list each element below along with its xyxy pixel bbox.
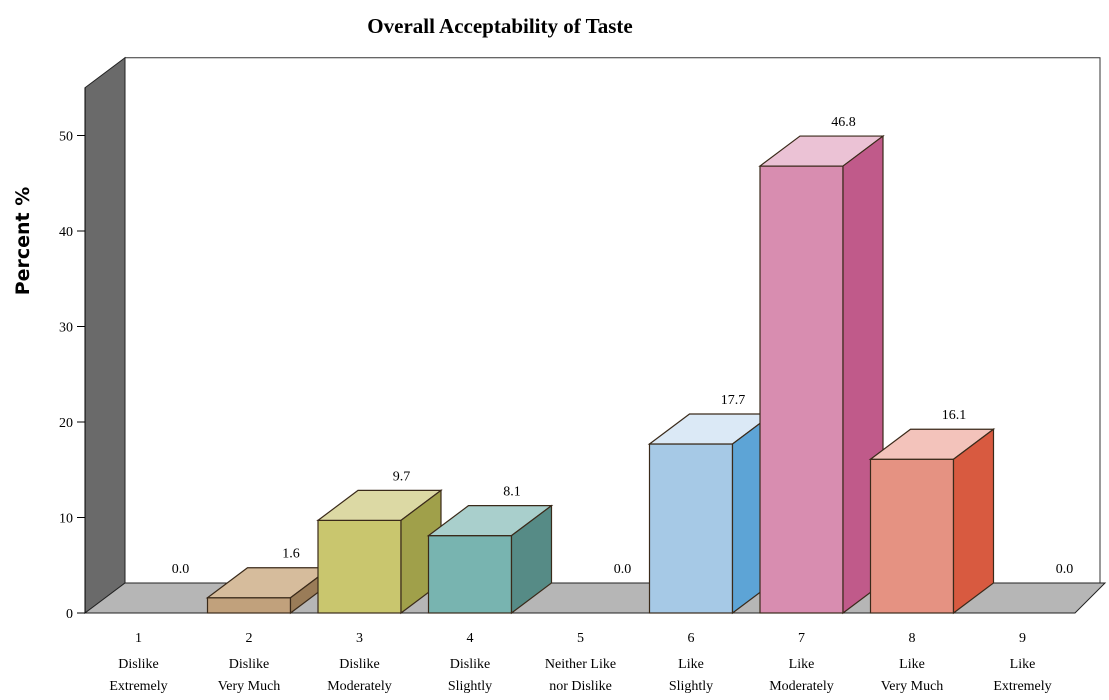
y-tick-label: 10 <box>59 512 73 527</box>
x-tick-label-line2: Slightly <box>448 679 492 694</box>
left-wall <box>84 56 126 614</box>
x-tick-label-line1: Dislike <box>450 657 490 672</box>
x-tick-label-line2: Moderately <box>769 679 834 694</box>
x-tick-number: 5 <box>577 631 584 646</box>
bar <box>648 443 734 614</box>
data-label: 17.7 <box>721 393 746 408</box>
y-tick-label: 50 <box>59 130 73 145</box>
bar <box>759 165 844 614</box>
bar <box>317 519 402 614</box>
data-label: 0.0 <box>1056 562 1074 577</box>
data-label: 1.6 <box>282 547 300 562</box>
x-tick-label-line1: Dislike <box>118 657 158 672</box>
bar <box>427 535 513 614</box>
x-tick-label-line2: Very Much <box>218 679 281 694</box>
x-tick-label-line1: Dislike <box>229 657 269 672</box>
x-tick-number: 9 <box>1019 631 1026 646</box>
bar <box>869 458 955 614</box>
x-tick-number: 3 <box>356 631 363 646</box>
x-tick-label-line2: Moderately <box>327 679 392 694</box>
data-label: 9.7 <box>393 469 411 484</box>
x-tick-number: 7 <box>798 631 805 646</box>
y-tick-label: 30 <box>59 321 73 336</box>
data-label: 0.0 <box>614 562 632 577</box>
data-label: 16.1 <box>942 408 967 423</box>
bar-side <box>510 504 553 615</box>
x-tick-number: 8 <box>909 631 916 646</box>
x-tick-label-line1: Like <box>678 657 704 672</box>
x-tick-label-line1: Like <box>899 657 925 672</box>
y-tick-label: 40 <box>59 225 73 240</box>
x-tick-label-line2: Extremely <box>109 679 167 694</box>
x-tick-label-line2: Extremely <box>993 679 1051 694</box>
bar <box>206 597 292 614</box>
x-tick-label-line2: Very Much <box>881 679 944 694</box>
x-tick-number: 4 <box>467 631 474 646</box>
x-tick-label-line1: Neither Like <box>545 657 616 672</box>
x-tick-number: 6 <box>688 631 695 646</box>
data-label: 46.8 <box>831 115 856 130</box>
x-tick-label-line1: Like <box>789 657 815 672</box>
y-tick-label: 0 <box>66 607 73 622</box>
x-tick-label-line1: Dislike <box>339 657 379 672</box>
chart-title: Overall Acceptability of Taste <box>367 14 633 38</box>
x-tick-label-line2: Slightly <box>669 679 713 694</box>
x-tick-label-line1: Like <box>1010 657 1036 672</box>
x-tick-number: 1 <box>135 631 142 646</box>
y-tick-label: 20 <box>59 416 73 431</box>
x-tick-number: 2 <box>246 631 253 646</box>
data-label: 8.1 <box>503 485 521 500</box>
bar-side <box>952 428 995 615</box>
data-label: 0.0 <box>172 562 190 577</box>
x-tick-label-line2: nor Dislike <box>549 679 612 694</box>
